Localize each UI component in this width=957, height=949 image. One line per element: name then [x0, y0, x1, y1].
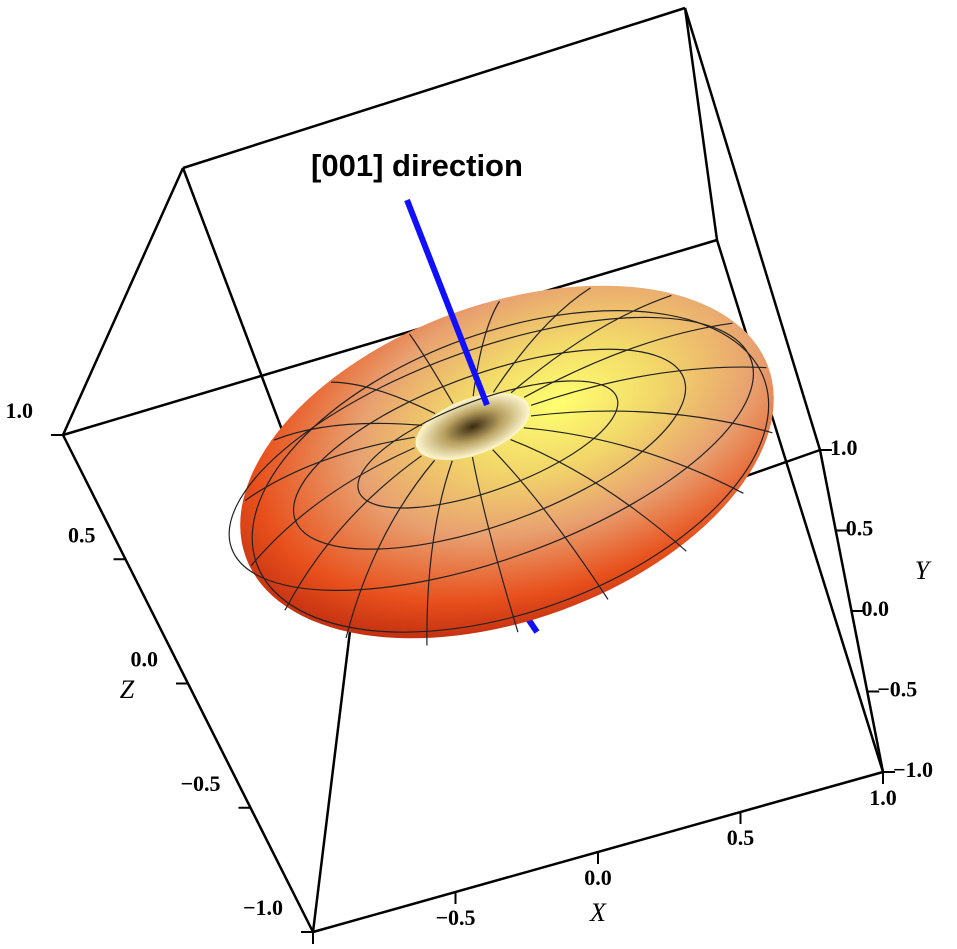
mesh-line — [345, 459, 436, 639]
mesh-line — [472, 300, 500, 397]
annotation: [001] direction — [311, 148, 523, 183]
box-edge — [683, 7, 719, 241]
mesh-line — [284, 455, 422, 611]
mesh-line — [331, 381, 436, 415]
mesh-line — [530, 366, 767, 406]
box-edge — [683, 7, 822, 451]
x-tick-label: 0.5 — [727, 825, 755, 850]
mesh-line — [510, 294, 672, 394]
x-tick-label: 1.0 — [869, 785, 897, 810]
y-axis-label: Y — [915, 556, 932, 585]
mesh-line — [250, 447, 415, 567]
y-tick-label: 0.0 — [862, 596, 890, 621]
torus-hole — [415, 393, 531, 460]
mesh-line — [228, 316, 754, 591]
z-tick-label: 1.0 — [6, 398, 34, 423]
z-tick-label: 0.0 — [131, 647, 159, 672]
box-edge — [61, 167, 185, 436]
mesh-line — [426, 460, 453, 646]
x-tick-label: −1.0 — [293, 945, 333, 949]
torus-body — [240, 285, 774, 639]
axes: −1.0 −0.5 0.0 0.5 1.0 −1.0 −0.5 0.0 0.5 1.0 −1.0 −0… — [6, 398, 934, 949]
mesh-line — [530, 410, 773, 434]
x-tick-label: −0.5 — [435, 905, 475, 930]
mesh-line — [510, 438, 687, 552]
box-edge — [715, 239, 885, 773]
torus — [228, 285, 774, 646]
y-tick-label: 1.0 — [830, 435, 858, 460]
mesh-line — [523, 322, 733, 398]
mesh-line — [357, 380, 619, 509]
y-tick-label: −0.5 — [877, 677, 917, 702]
mesh-line — [244, 436, 415, 502]
mesh-line — [408, 333, 454, 404]
z-tick-label: −0.5 — [180, 771, 220, 796]
y-tick-label: −1.0 — [893, 757, 933, 782]
mesh-line — [273, 422, 422, 441]
x-tick-label: 0.0 — [584, 865, 612, 890]
y-tick-label: 0.5 — [846, 516, 874, 541]
surface — [228, 198, 774, 646]
mesh-line — [471, 456, 519, 633]
mesh-line — [492, 287, 591, 393]
box-edge — [182, 6, 686, 170]
mesh-line — [523, 427, 744, 494]
z-tick-label: −1.0 — [243, 895, 283, 920]
mesh-line — [292, 348, 687, 550]
box-edge — [62, 238, 718, 437]
z-axis-label: Z — [120, 675, 135, 704]
x-axis-label: X — [589, 898, 607, 927]
box-edge — [311, 614, 354, 933]
mesh-line — [492, 449, 609, 600]
z-tick-label: 0.5 — [68, 522, 96, 547]
direction-line — [404, 198, 490, 407]
